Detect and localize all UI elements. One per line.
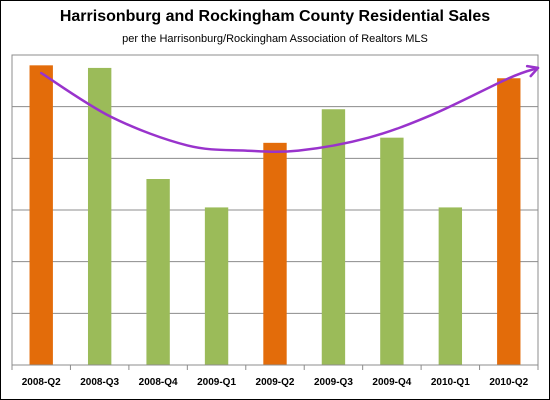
bar-2010-Q2	[497, 78, 521, 365]
x-tick-label: 2008-Q4	[139, 377, 178, 388]
bar-2008-Q3	[87, 67, 112, 366]
chart-subtitle: per the Harrisonburg/Rockingham Associat…	[122, 33, 428, 45]
x-tick-label: 2009-Q2	[256, 377, 295, 388]
bar-2009-Q3	[321, 109, 346, 365]
x-tick-label: 2009-Q3	[314, 377, 353, 388]
bar-2009-Q2	[263, 142, 287, 365]
x-tick-label: 2008-Q3	[80, 377, 119, 388]
bars	[29, 65, 521, 366]
axes	[11, 364, 539, 370]
x-tick-label: 2008-Q2	[22, 377, 61, 388]
x-tick-labels: 2008-Q2 2008-Q3 2008-Q4 2009-Q1 2009-Q2 2009-…	[22, 377, 529, 388]
trend-curve	[39, 64, 540, 154]
x-tick-label: 2010-Q1	[431, 377, 470, 388]
bar-2008-Q4	[146, 179, 170, 365]
bar-2008-Q2	[29, 65, 53, 365]
x-tick-label: 2010-Q2	[489, 377, 528, 388]
trend-curve-line	[39, 66, 540, 154]
x-tick-label: 2009-Q1	[197, 377, 236, 388]
bar-2009-Q1	[204, 207, 229, 365]
bar-2009-Q4	[380, 137, 404, 365]
bar-2010-Q1	[438, 207, 463, 365]
x-tick-label: 2009-Q4	[372, 377, 411, 388]
trend-arrow-head	[525, 64, 540, 78]
chart-title: Harrisonburg and Rockingham County Resid…	[59, 8, 491, 25]
